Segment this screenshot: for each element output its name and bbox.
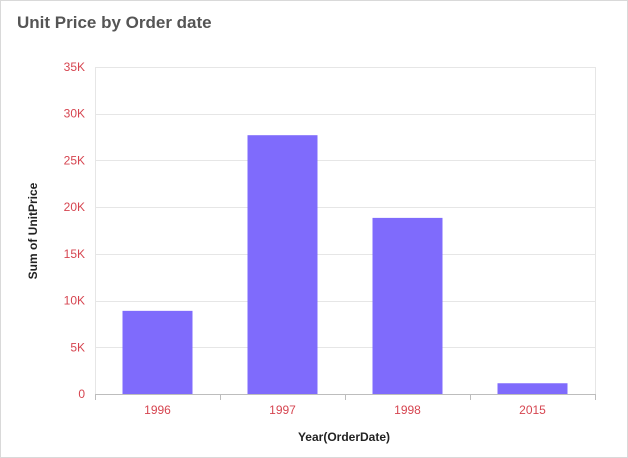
y-tick-label: 20K	[64, 200, 85, 214]
y-tick-label: 35K	[64, 60, 85, 74]
x-axis-title: Year(OrderDate)	[298, 430, 390, 444]
x-tick-label: 2015	[519, 403, 546, 417]
x-tick-label: 1996	[144, 403, 171, 417]
y-tick-label: 30K	[64, 107, 85, 121]
bar-1998[interactable]	[372, 217, 443, 394]
y-tick-label: 5K	[70, 340, 85, 354]
y-tick-label: 15K	[64, 247, 85, 261]
chart-title: Unit Price by Order date	[17, 13, 212, 32]
x-tick-label: 1997	[269, 403, 296, 417]
y-axis-ticks: 0 5K 10K 15K 20K 25K 30K 35K	[64, 60, 86, 401]
bar-1996[interactable]	[122, 310, 193, 394]
y-tick-label: 0	[78, 387, 85, 401]
bar-1997[interactable]	[247, 135, 318, 394]
bar-2015[interactable]	[497, 383, 568, 394]
y-tick-label: 25K	[64, 153, 85, 167]
x-axis	[95, 394, 596, 400]
bars	[122, 135, 568, 394]
x-tick-label: 1998	[394, 403, 421, 417]
y-tick-label: 10K	[64, 294, 85, 308]
x-axis-ticks: 1996 1997 1998 2015	[144, 403, 546, 417]
gridlines	[95, 67, 596, 394]
y-axis-title: Sum of UnitPrice	[26, 182, 40, 279]
